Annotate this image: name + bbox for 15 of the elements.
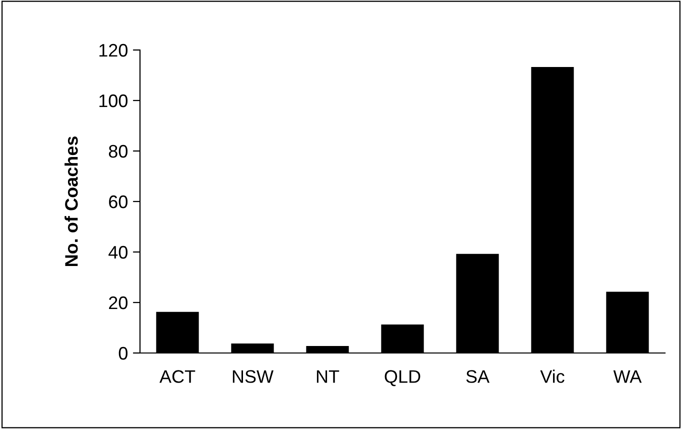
x-tick-label: SA xyxy=(466,370,490,383)
x-tick-label: NT xyxy=(316,370,340,383)
y-tick-label: 20 xyxy=(109,296,128,310)
y-tick-label: 100 xyxy=(99,94,128,108)
y-tick-label: 40 xyxy=(108,246,128,259)
x-tick-label: NSW xyxy=(232,370,274,383)
x-tick-label: WA xyxy=(613,370,642,383)
x-tick-label: QLD xyxy=(384,370,420,386)
y-tick-label: 80 xyxy=(108,144,128,158)
y-tick-label: 60 xyxy=(109,195,128,208)
y-tick-label: 120 xyxy=(99,44,128,57)
y-axis-title: No. of Coaches xyxy=(64,136,78,266)
x-tick-label: ACT xyxy=(159,370,196,383)
y-tick-label: 0 xyxy=(118,346,128,360)
x-tick-label: Vic xyxy=(540,370,564,383)
